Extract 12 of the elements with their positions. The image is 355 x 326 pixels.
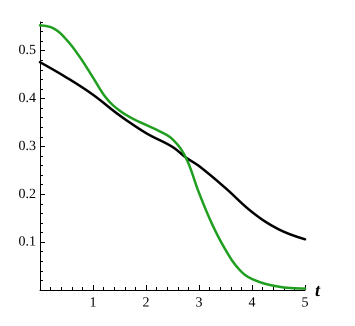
y-tick-label: 0.2 [18,186,36,202]
y-tick-label: 0.3 [18,138,36,154]
x-tick-label: 4 [248,296,256,310]
y-tick-label: 0.5 [18,43,36,58]
x-axis-title: t [315,280,321,300]
x-tick-label: 1 [90,296,96,310]
x-tick-label: 5 [302,296,308,310]
x-tick-label: 3 [196,296,202,310]
y-tick-label: 0.4 [18,91,36,106]
line-series [38,24,306,290]
y-tick-label: 0.1 [18,234,36,250]
x-tick-label: 2 [142,296,150,310]
